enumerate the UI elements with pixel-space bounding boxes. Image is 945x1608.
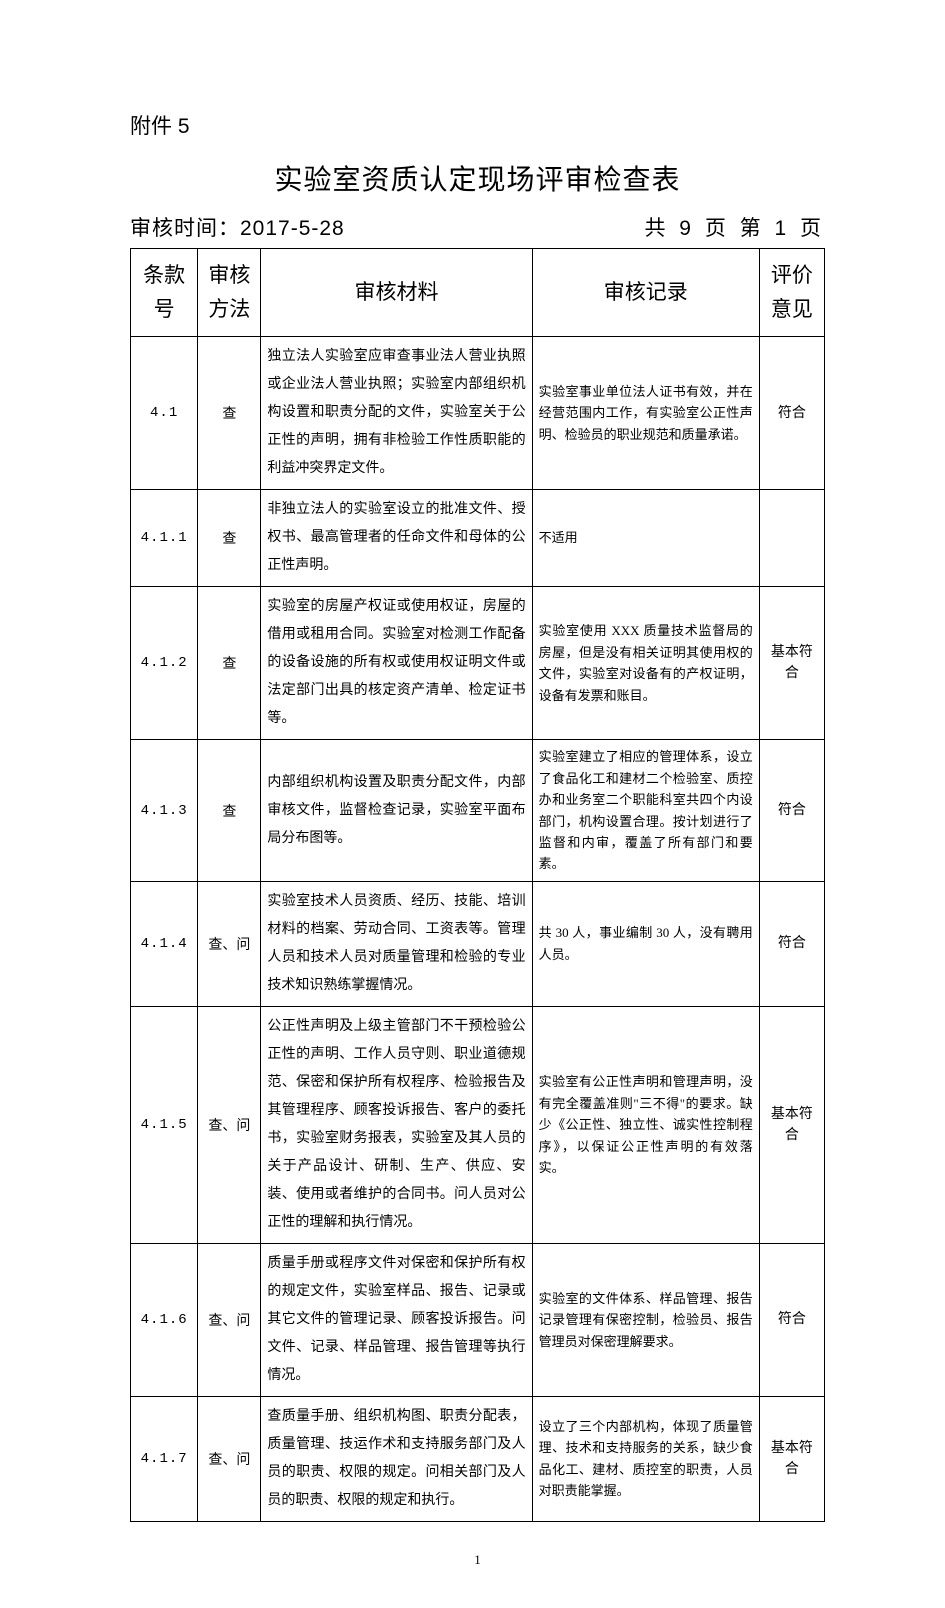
opinion-cell: 符合 xyxy=(759,881,824,1006)
opinion-cell: 基本符合 xyxy=(759,1396,824,1521)
header-clause: 条款号 xyxy=(131,249,198,337)
method-cell: 查 xyxy=(198,490,261,587)
opinion-cell xyxy=(759,490,824,587)
opinion-cell: 基本符合 xyxy=(759,587,824,740)
method-cell: 查、问 xyxy=(198,1006,261,1243)
method-cell: 查、问 xyxy=(198,881,261,1006)
material-cell: 质量手册或程序文件对保密和保护所有权的规定文件，实验室样品、报告、记录或其它文件… xyxy=(261,1243,532,1396)
material-cell: 查质量手册、组织机构图、职责分配表，质量管理、技运作术和支持服务部门及人员的职责… xyxy=(261,1396,532,1521)
opinion-cell: 基本符合 xyxy=(759,1006,824,1243)
attachment-label: 附件 5 xyxy=(130,110,825,140)
opinion-cell: 符合 xyxy=(759,1243,824,1396)
method-cell: 查 xyxy=(198,337,261,490)
meta-row: 审核时间：2017-5-28 共 9 页 第 1 页 xyxy=(130,212,825,242)
record-cell: 设立了三个内部机构，体现了质量管理、技术和支持服务的关系，缺少食品化工、建材、质… xyxy=(532,1396,759,1521)
clause-cell: 4.1.4 xyxy=(131,881,198,1006)
table-row: 4.1.5 查、问 公正性声明及上级主管部门不干预检验公正性的声明、工作人员守则… xyxy=(131,1006,825,1243)
material-cell: 非独立法人的实验室设立的批准文件、授权书、最高管理者的任命文件和母体的公正性声明… xyxy=(261,490,532,587)
opinion-cell: 符合 xyxy=(759,337,824,490)
table-row: 4.1.7 查、问 查质量手册、组织机构图、职责分配表，质量管理、技运作术和支持… xyxy=(131,1396,825,1521)
table-row: 4.1.2 查 实验室的房屋产权证或使用权证，房屋的借用或租用合同。实验室对检测… xyxy=(131,587,825,740)
page-number: 1 xyxy=(130,1552,825,1568)
record-cell: 实验室建立了相应的管理体系，设立了食品化工和建材二个检验室、质控办和业务室二个职… xyxy=(532,740,759,882)
record-cell: 共 30 人，事业编制 30 人，没有聘用人员。 xyxy=(532,881,759,1006)
audit-time-value: 2017-5-28 xyxy=(240,217,345,240)
header-method: 审核方法 xyxy=(198,249,261,337)
table-row: 4.1.3 查 内部组织机构设置及职责分配文件，内部审核文件，监督检查记录，实验… xyxy=(131,740,825,882)
table-header-row: 条款号 审核方法 审核材料 审核记录 评价意见 xyxy=(131,249,825,337)
method-cell: 查 xyxy=(198,587,261,740)
clause-cell: 4.1.1 xyxy=(131,490,198,587)
clause-cell: 4.1.2 xyxy=(131,587,198,740)
material-cell: 独立法人实验室应审查事业法人营业执照或企业法人营业执照；实验室内部组织机构设置和… xyxy=(261,337,532,490)
table-row: 4.1.6 查、问 质量手册或程序文件对保密和保护所有权的规定文件，实验室样品、… xyxy=(131,1243,825,1396)
record-cell: 实验室的文件体系、样品管理、报告记录管理有保密控制，检验员、报告管理员对保密理解… xyxy=(532,1243,759,1396)
clause-cell: 4.1.5 xyxy=(131,1006,198,1243)
main-title: 实验室资质认定现场评审检查表 xyxy=(130,158,825,198)
audit-time: 审核时间：2017-5-28 xyxy=(130,212,345,242)
table-row: 4.1 查 独立法人实验室应审查事业法人营业执照或企业法人营业执照；实验室内部组… xyxy=(131,337,825,490)
audit-time-label: 审核时间： xyxy=(130,217,240,240)
clause-cell: 4.1 xyxy=(131,337,198,490)
method-cell: 查、问 xyxy=(198,1396,261,1521)
clause-cell: 4.1.3 xyxy=(131,740,198,882)
material-cell: 实验室技术人员资质、经历、技能、培训材料的档案、劳动合同、工资表等。管理人员和技… xyxy=(261,881,532,1006)
method-cell: 查 xyxy=(198,740,261,882)
clause-cell: 4.1.7 xyxy=(131,1396,198,1521)
material-cell: 公正性声明及上级主管部门不干预检验公正性的声明、工作人员守则、职业道德规范、保密… xyxy=(261,1006,532,1243)
header-opinion: 评价意见 xyxy=(759,249,824,337)
method-cell: 查、问 xyxy=(198,1243,261,1396)
material-cell: 实验室的房屋产权证或使用权证，房屋的借用或租用合同。实验室对检测工作配备的设备设… xyxy=(261,587,532,740)
clause-cell: 4.1.6 xyxy=(131,1243,198,1396)
record-cell: 实验室事业单位法人证书有效，并在经营范围内工作，有实验室公正性声明、检验员的职业… xyxy=(532,337,759,490)
record-cell: 实验室使用 XXX 质量技术监督局的房屋，但是没有相关证明其使用权的文件，实验室… xyxy=(532,587,759,740)
opinion-cell: 符合 xyxy=(759,740,824,882)
page-info: 共 9 页 第 1 页 xyxy=(644,212,825,242)
header-record: 审核记录 xyxy=(532,249,759,337)
table-row: 4.1.1 查 非独立法人的实验室设立的批准文件、授权书、最高管理者的任命文件和… xyxy=(131,490,825,587)
record-cell: 不适用 xyxy=(532,490,759,587)
table-row: 4.1.4 查、问 实验室技术人员资质、经历、技能、培训材料的档案、劳动合同、工… xyxy=(131,881,825,1006)
checklist-table: 条款号 审核方法 审核材料 审核记录 评价意见 4.1 查 独立法人实验室应审查… xyxy=(130,248,825,1522)
header-material: 审核材料 xyxy=(261,249,532,337)
record-cell: 实验室有公正性声明和管理声明，没有完全覆盖准则"三不得"的要求。缺少《公正性、独… xyxy=(532,1006,759,1243)
material-cell: 内部组织机构设置及职责分配文件，内部审核文件，监督检查记录，实验室平面布局分布图… xyxy=(261,740,532,882)
